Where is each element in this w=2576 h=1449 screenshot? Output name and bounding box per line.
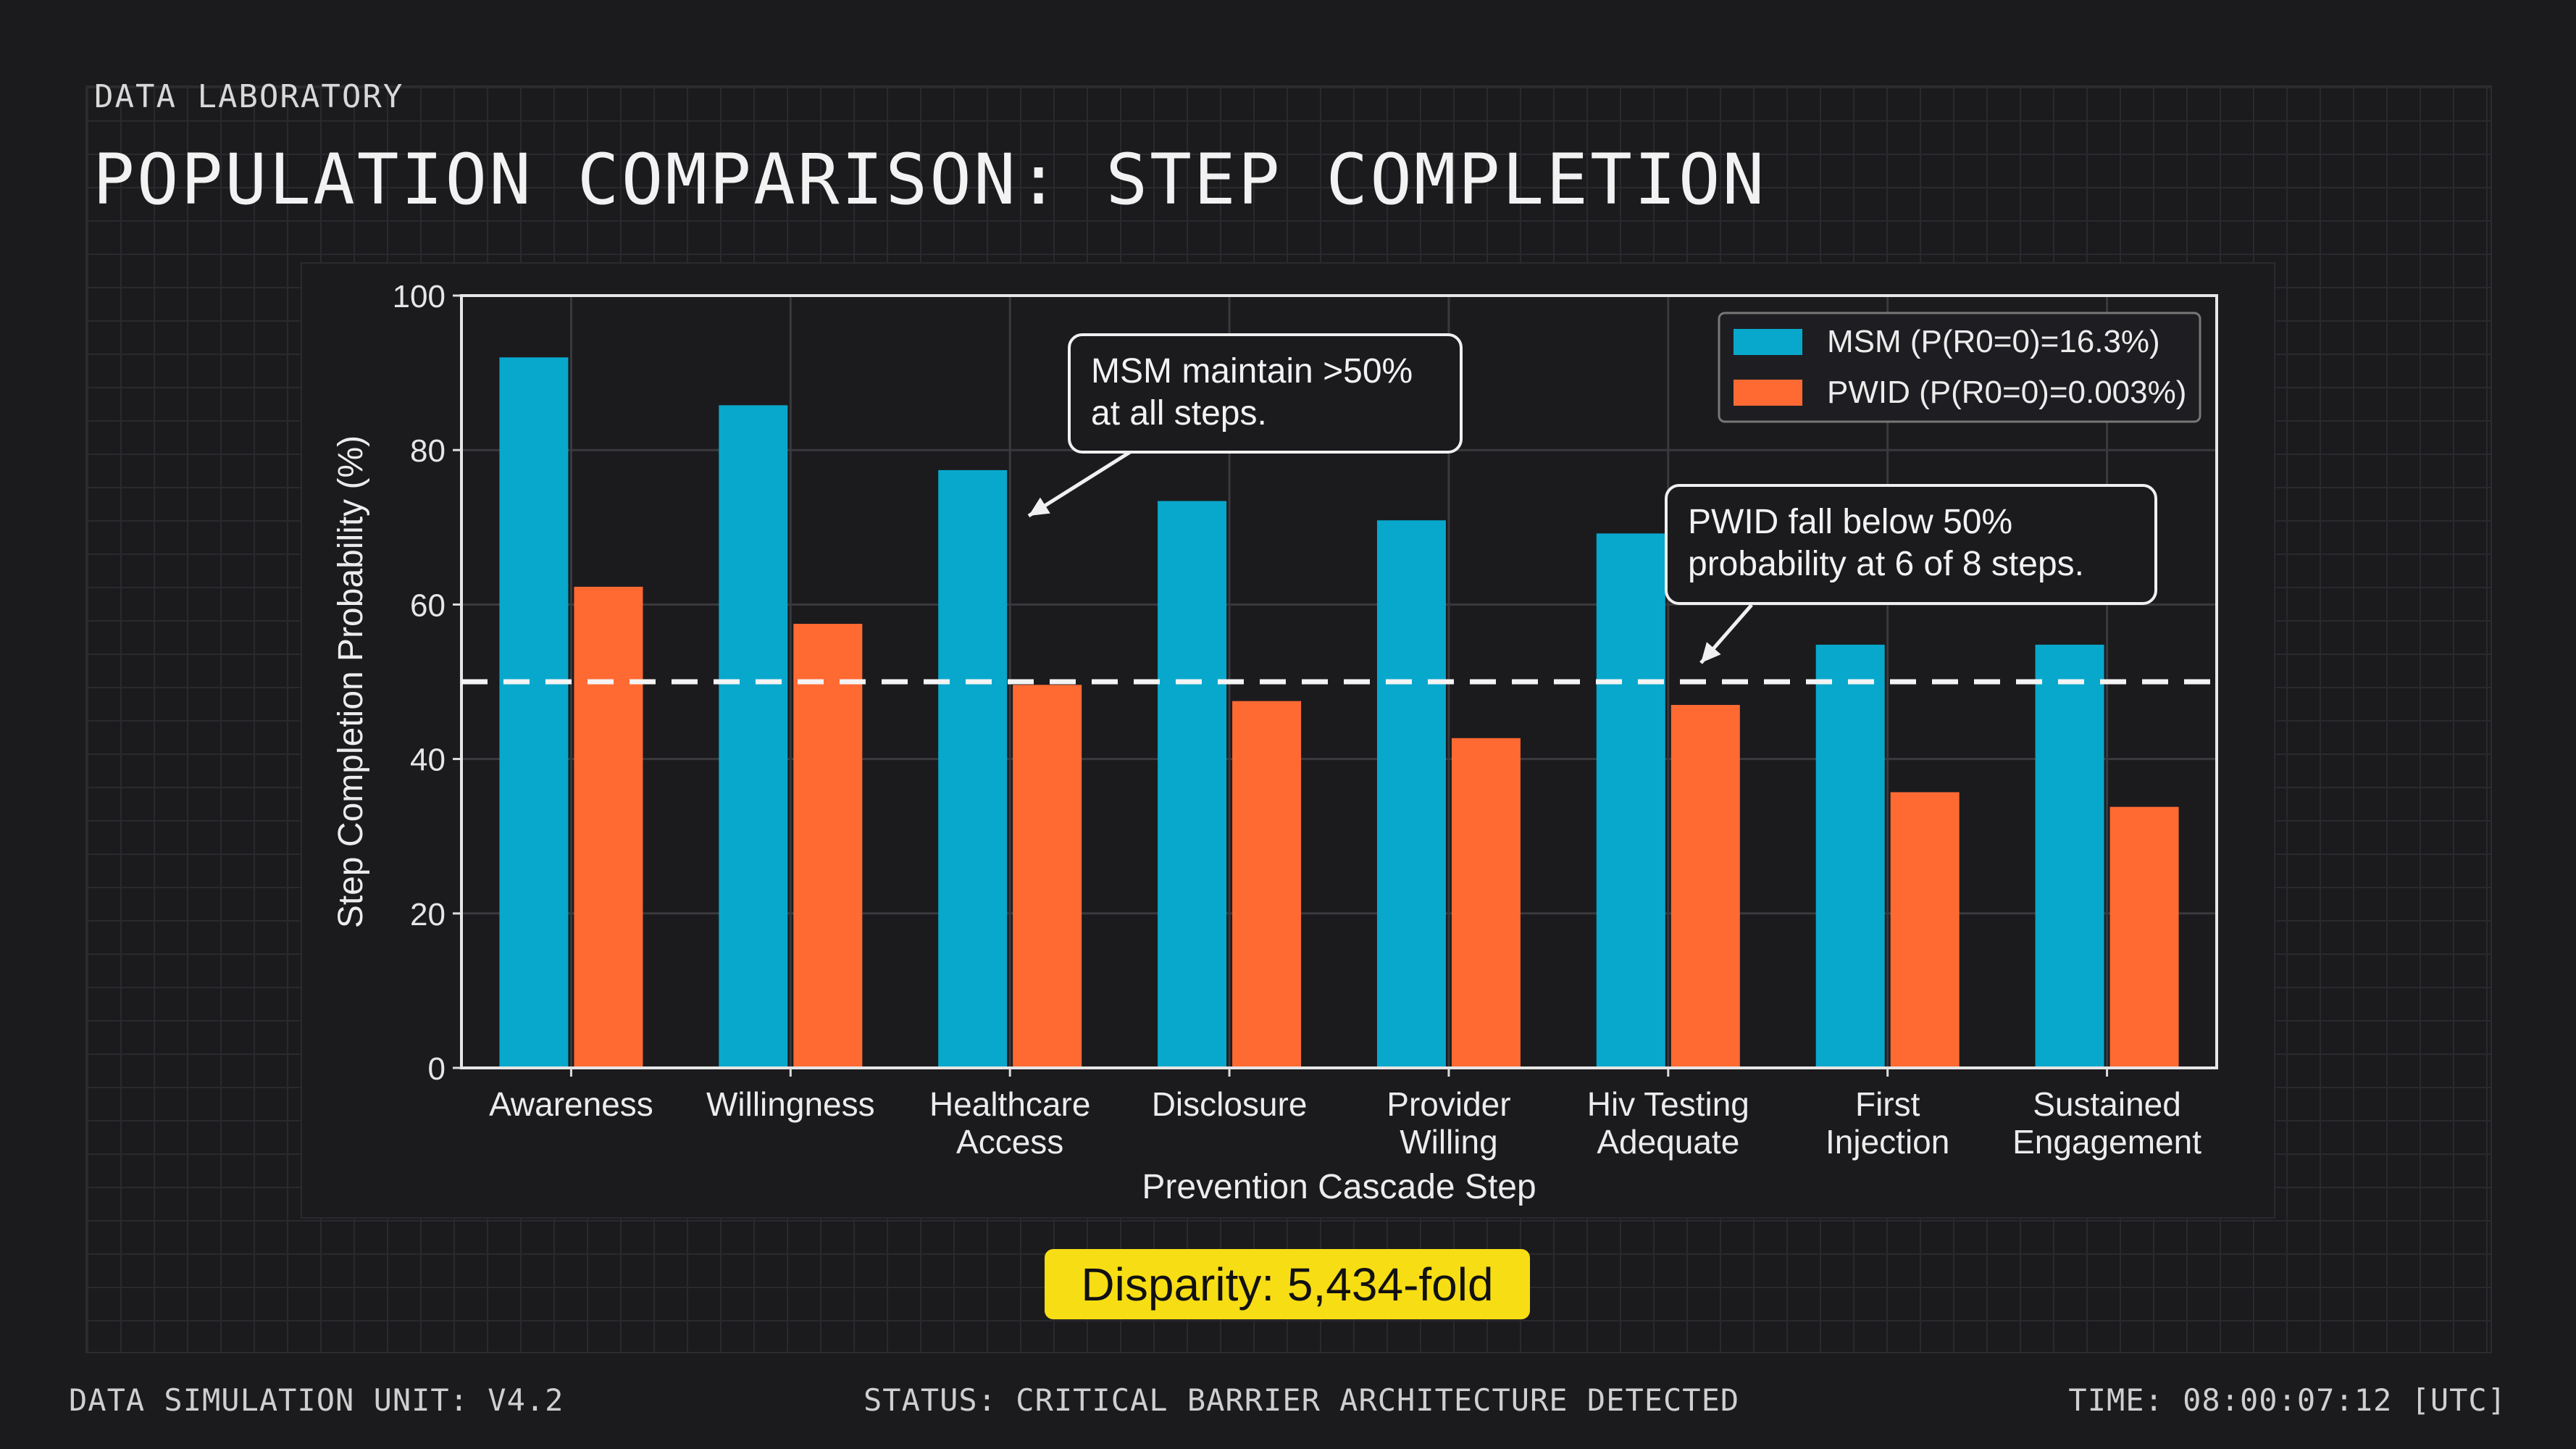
x-tick-label: Adequate <box>1597 1123 1739 1161</box>
x-tick-label: Willing <box>1400 1123 1497 1161</box>
x-tick-label: Healthcare <box>929 1085 1090 1123</box>
x-tick-label: Awareness <box>489 1085 653 1123</box>
annotation-text: probability at 6 of 8 steps. <box>1688 545 2084 583</box>
bar-pwid <box>1013 685 1082 1068</box>
y-tick-label: 100 <box>393 279 446 314</box>
x-tick-label: Willingness <box>706 1085 875 1123</box>
page-title: POPULATION COMPARISON: STEP COMPLETION <box>93 139 1767 220</box>
x-axis-label: Prevention Cascade Step <box>1142 1168 1536 1206</box>
bar-pwid <box>793 624 863 1068</box>
bar-pwid <box>1890 792 1960 1068</box>
footer-status: STATUS: CRITICAL BARRIER ARCHITECTURE DE… <box>863 1382 1740 1418</box>
annotation-text: PWID fall below 50% <box>1688 503 2012 541</box>
bar-msm <box>1596 533 1665 1068</box>
x-tick-label: Engagement <box>2012 1123 2201 1161</box>
legend-box <box>1718 312 2201 423</box>
x-tick-label: Access <box>956 1123 1063 1161</box>
bar-msm <box>1815 644 1885 1068</box>
legend-label: MSM (P(R0=0)=16.3%) <box>1827 324 2160 359</box>
y-tick-label: 20 <box>410 897 446 932</box>
bar-pwid <box>1451 738 1521 1068</box>
footer-unit: DATA SIMULATION UNIT: V4.2 <box>69 1382 564 1418</box>
disparity-badge: Disparity: 5,434-fold <box>1045 1249 1530 1319</box>
lab-label: DATA LABORATORY <box>94 78 404 115</box>
bar-msm <box>1158 501 1227 1068</box>
y-tick-label: 0 <box>428 1051 446 1087</box>
bar-msm <box>719 405 788 1068</box>
legend-swatch <box>1734 380 1802 406</box>
annotation-box <box>1068 333 1463 454</box>
x-tick-label: Injection <box>1826 1123 1949 1161</box>
bar-msm <box>499 357 569 1068</box>
annotation-text: at all steps. <box>1091 394 1267 433</box>
x-tick-label: Hiv Testing <box>1587 1085 1749 1123</box>
x-tick-label: Disclosure <box>1152 1085 1308 1123</box>
legend-label: PWID (P(R0=0)=0.003%) <box>1827 375 2186 410</box>
y-tick-label: 60 <box>410 588 446 623</box>
bar-pwid <box>574 586 643 1068</box>
x-tick-label: Sustained <box>2033 1085 2181 1123</box>
arrow-head-icon <box>1029 497 1050 516</box>
bar-msm <box>1376 520 1446 1068</box>
y-tick-label: 80 <box>410 433 446 469</box>
bar-msm <box>938 469 1008 1068</box>
x-tick-label: First <box>1855 1085 1920 1123</box>
x-tick-label: Provider <box>1387 1085 1510 1123</box>
bar-pwid <box>1232 701 1302 1068</box>
annotation-text: MSM maintain >50% <box>1091 352 1413 391</box>
bar-pwid <box>1670 704 1740 1068</box>
footer-time: TIME: 08:00:07:12 [UTC] <box>2068 1382 2506 1418</box>
bar-pwid <box>2109 806 2179 1068</box>
annotation-box <box>1665 484 2157 605</box>
annotation-arrow <box>1027 450 1132 518</box>
y-tick-label: 40 <box>410 743 446 778</box>
arrow-head-icon <box>1701 642 1721 663</box>
bar-msm <box>2035 644 2104 1068</box>
legend-swatch <box>1734 329 1802 355</box>
y-axis-label: Step Completion Probability (%) <box>332 435 370 928</box>
